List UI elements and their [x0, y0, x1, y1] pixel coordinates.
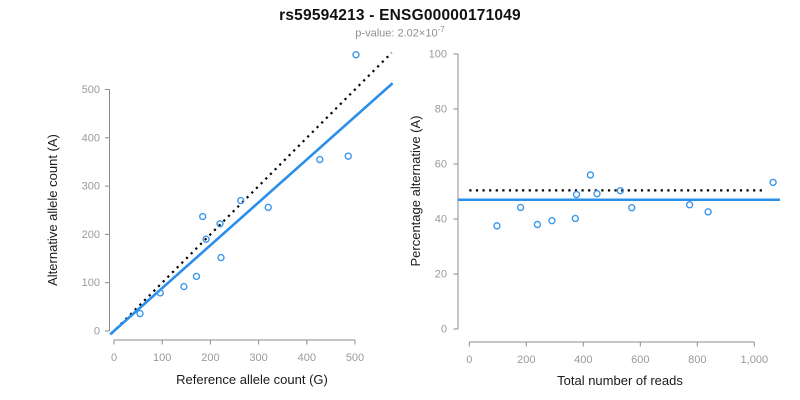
figure-title: rs59594213 - ENSG00000171049	[279, 7, 521, 24]
allele-count-scatter-plot: 0 100 200 300 400 500 0 100 200 300 400 500 Referenc…	[45, 51, 394, 387]
data-point	[704, 208, 712, 216]
data-point	[217, 253, 225, 262]
y-axis-title: Alternative allele count (A)	[45, 134, 60, 286]
y-tick-label: 60	[435, 159, 447, 171]
data-point	[493, 222, 501, 230]
data-point	[352, 51, 360, 59]
y-tick-label: 0	[94, 326, 100, 338]
fitted-ratio-line	[109, 82, 394, 336]
data-point	[192, 272, 201, 281]
percentage-alternative-scatter-plot: 0 200 400 600 800 1,000 0 20 40 60 80 100 Total numb…	[408, 49, 780, 388]
x-tick-label: 600	[631, 354, 649, 366]
expected-identity-line	[110, 52, 393, 335]
data-point	[586, 171, 595, 179]
x-tick-label: 100	[153, 352, 171, 364]
x-axis-title: Total number of reads	[557, 373, 683, 388]
data-point	[616, 186, 625, 195]
x-tick-label: 1,000	[741, 354, 769, 366]
data-point	[628, 204, 636, 212]
data-point	[571, 214, 580, 223]
x-tick-label: 200	[517, 354, 535, 366]
data-point	[136, 309, 144, 318]
y-tick-label: 40	[435, 214, 447, 226]
y-tick-label: 100	[429, 49, 447, 61]
x-tick-label: 500	[346, 352, 364, 364]
data-point	[237, 196, 245, 205]
data-point	[685, 200, 694, 209]
y-tick-label: 80	[435, 104, 447, 116]
data-point	[516, 203, 525, 212]
data-point	[572, 190, 581, 199]
data-point	[202, 235, 210, 243]
y-tick-label: 0	[441, 324, 447, 336]
data-point	[180, 282, 188, 291]
p-value-text: p-value: 2.02×10	[355, 27, 438, 40]
y-tick-label: 500	[82, 84, 100, 96]
data-point	[264, 203, 272, 212]
data-point	[344, 152, 352, 160]
x-tick-label: 800	[688, 354, 706, 366]
y-tick-label: 100	[82, 277, 100, 289]
figure-subtitle: p-value: 2.02×10-7	[0, 25, 800, 40]
x-tick-label: 400	[298, 352, 316, 364]
data-point	[198, 212, 207, 221]
data-point	[216, 220, 224, 228]
y-tick-label: 200	[82, 229, 100, 241]
x-tick-label: 0	[466, 354, 472, 366]
data-point	[593, 189, 601, 198]
x-tick-label: 0	[111, 352, 117, 364]
x-axis-title: Reference allele count (G)	[176, 372, 328, 387]
data-point	[769, 178, 777, 187]
y-tick-label: 20	[435, 269, 447, 281]
x-tick-label: 400	[574, 354, 592, 366]
x-tick-label: 300	[249, 352, 267, 364]
x-tick-label: 200	[201, 352, 219, 364]
y-tick-label: 300	[82, 181, 100, 193]
data-point	[548, 216, 556, 225]
data-point	[316, 155, 324, 164]
y-tick-label: 400	[82, 132, 100, 144]
p-value-exponent: -7	[437, 25, 445, 34]
data-point	[533, 220, 542, 229]
y-axis-title: Percentage alternative (A)	[408, 115, 423, 266]
data-point	[156, 289, 164, 297]
